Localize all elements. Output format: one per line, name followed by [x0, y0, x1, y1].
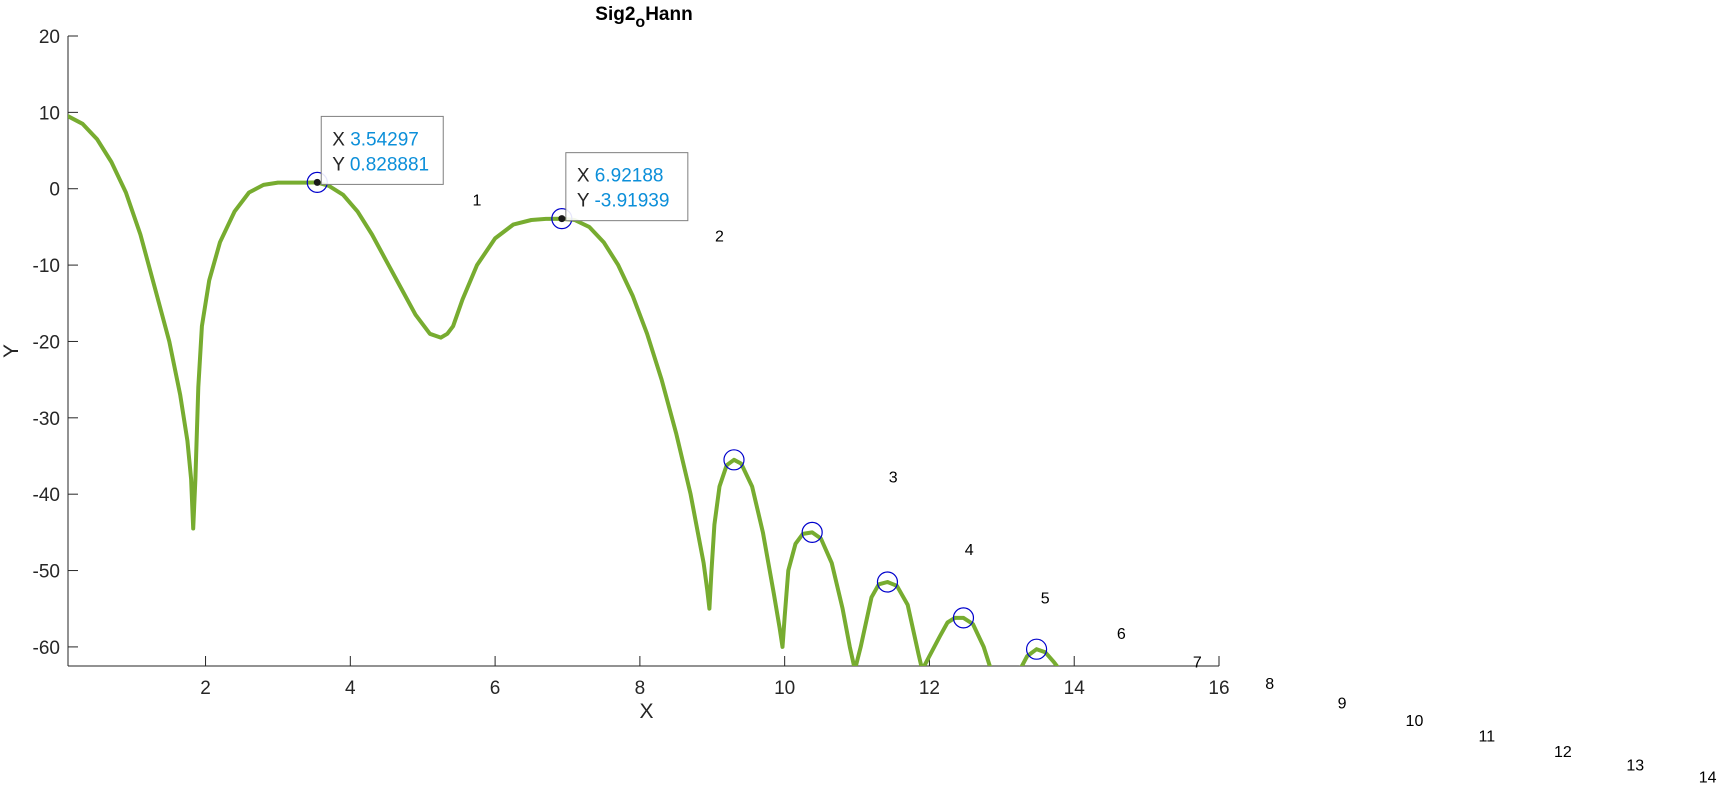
series-line-0 — [68, 114, 1060, 666]
annotation-label: 8 — [1265, 676, 1274, 693]
y-tick-label: -10 — [33, 256, 60, 277]
annotation-label: 14 — [1699, 770, 1717, 787]
series-layer — [68, 114, 1060, 666]
y-tick-label: -60 — [33, 638, 60, 659]
datatip-x-key: X — [332, 129, 350, 150]
annotation-label: 5 — [1041, 590, 1050, 607]
peak-markers — [306, 171, 1048, 660]
y-tick-label: 10 — [39, 103, 60, 124]
annotation-label: 10 — [1406, 713, 1424, 730]
chart-title: Sig2oHann — [595, 4, 692, 31]
annotation-label: 13 — [1626, 758, 1644, 775]
annotation-label: 6 — [1117, 626, 1126, 643]
annotation-label: 7 — [1193, 654, 1202, 671]
title-subscript: o — [635, 14, 645, 31]
x-tick-label: 12 — [919, 678, 940, 699]
annotation-label: 2 — [715, 228, 724, 245]
peak-marker — [876, 571, 899, 593]
annotation-label: 12 — [1554, 744, 1572, 761]
peak-marker — [952, 607, 975, 629]
x-tick-label: 4 — [345, 678, 356, 699]
datatip-point — [313, 178, 321, 186]
datatip-x-key: X — [577, 166, 595, 187]
y-tick-label: -30 — [33, 409, 60, 430]
datatip-x-value: 3.54297 — [350, 129, 419, 150]
datatip-box — [320, 115, 444, 185]
datatip-y-row: Y 0.828881 — [332, 154, 429, 175]
y-tick-label: -20 — [33, 332, 60, 353]
datatip-y-key: Y — [332, 154, 350, 175]
datatip-y-value: -3.91939 — [594, 191, 669, 212]
datatip-box — [565, 152, 689, 222]
datatip-y-row: Y -3.91939 — [577, 191, 670, 212]
annotation-label: 3 — [889, 470, 898, 487]
x-tick-label: 8 — [635, 678, 646, 699]
datatip-x-row: X 6.92188 — [577, 166, 664, 187]
annotation-label: 11 — [1479, 728, 1496, 745]
x-tick-label: 2 — [200, 678, 211, 699]
annotation-label: 1 — [473, 192, 482, 209]
y-axis-label: Y — [0, 344, 23, 358]
x-tick-label: 14 — [1064, 678, 1086, 699]
annotation-label: 4 — [965, 542, 974, 559]
datatip-x-value: 6.92188 — [595, 166, 664, 187]
y-tick-label: -50 — [33, 562, 60, 583]
datatip-y-key: Y — [577, 191, 595, 212]
y-tick-label: -40 — [33, 485, 60, 506]
datatip-x-row: X 3.54297 — [332, 129, 419, 150]
y-tick-label: 0 — [49, 180, 60, 201]
peak-marker — [1025, 638, 1048, 660]
x-tick-label: 6 — [490, 678, 501, 699]
annotation-label: 9 — [1338, 696, 1347, 713]
x-tick-label: 10 — [774, 678, 795, 699]
peak-marker — [801, 521, 823, 543]
datatip-point — [558, 215, 566, 223]
peak-marker — [723, 449, 745, 471]
title-main: Sig2 — [595, 4, 635, 25]
x-axis-label: X — [639, 700, 653, 723]
datatip-y-value: 0.828881 — [350, 154, 429, 175]
x-tick-label: 16 — [1208, 678, 1229, 699]
y-tick-label: 20 — [39, 27, 60, 48]
title-suffix: Hann — [645, 4, 693, 25]
